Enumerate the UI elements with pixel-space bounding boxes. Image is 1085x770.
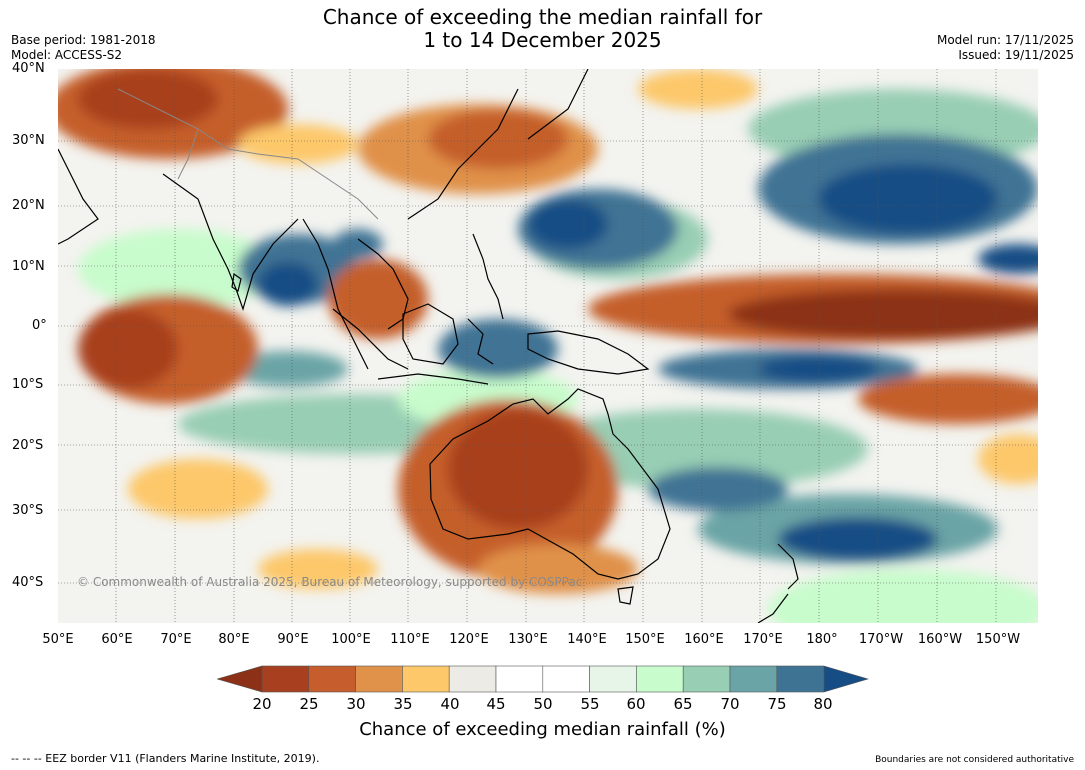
borneo-coast bbox=[402, 303, 459, 365]
lon-label-90e: 90°E bbox=[277, 632, 309, 647]
lon-label-150w: 150°W bbox=[975, 632, 1021, 647]
new-zealand-coast bbox=[757, 543, 799, 623]
lat-label-40n: 40°N bbox=[12, 61, 45, 76]
colorbar-over-arrow bbox=[823, 665, 869, 693]
rainfall-map-svg bbox=[58, 69, 1038, 623]
colorbar-tick-55: 55 bbox=[580, 695, 600, 713]
colorbar bbox=[217, 665, 869, 693]
lat-label-eq: 0° bbox=[32, 318, 47, 333]
lon-label-70e: 70°E bbox=[160, 632, 192, 647]
colorbar-bin-4 bbox=[448, 665, 497, 693]
country-borders bbox=[117, 88, 379, 220]
lon-label-160w: 160°W bbox=[917, 632, 963, 647]
sri-lanka-coast bbox=[231, 272, 242, 292]
colorbar-bin-1 bbox=[308, 665, 356, 693]
arabia-coast bbox=[58, 148, 99, 245]
colorbar-bin-0 bbox=[261, 665, 310, 693]
model-name: Model: ACCESS-S2 bbox=[11, 48, 123, 62]
base-period: Base period: 1981-2018 bbox=[11, 33, 156, 47]
lon-label-50e: 50°E bbox=[42, 632, 74, 647]
colorbar-tick-80: 80 bbox=[813, 695, 833, 713]
japan-coast bbox=[527, 69, 589, 140]
lat-label-40s: 40°S bbox=[12, 575, 44, 590]
lon-label-80e: 80°E bbox=[218, 632, 250, 647]
tasmania-coast bbox=[617, 586, 634, 605]
colorbar-bins bbox=[261, 665, 824, 693]
china-coast bbox=[407, 88, 519, 220]
colorbar-tick-20: 20 bbox=[252, 695, 272, 713]
colorbar-tick-40: 40 bbox=[440, 695, 460, 713]
lon-label-170e: 170°E bbox=[743, 632, 783, 647]
eez-border-note: -- -- -- EEZ border V11 (Flanders Marine… bbox=[11, 752, 320, 765]
colorbar-bin-7 bbox=[589, 665, 637, 693]
colorbar-bin-3 bbox=[402, 665, 450, 693]
lat-label-20s: 20°S bbox=[12, 438, 44, 453]
lat-label-30n: 30°N bbox=[12, 133, 45, 148]
sulawesi-coast bbox=[467, 318, 494, 365]
colorbar-tick-50: 50 bbox=[533, 695, 553, 713]
colorbar-tick-45: 45 bbox=[486, 695, 506, 713]
colorbar-tick-65: 65 bbox=[673, 695, 693, 713]
colorbar-tick-35: 35 bbox=[393, 695, 413, 713]
new-guinea-coast bbox=[527, 330, 650, 375]
coastlines bbox=[58, 69, 799, 623]
colorbar-bin-10 bbox=[729, 665, 778, 693]
lat-label-10n: 10°N bbox=[12, 259, 45, 274]
colorbar-tick-30: 30 bbox=[346, 695, 366, 713]
colorbar-bin-5 bbox=[495, 665, 544, 693]
colorbar-bin-6 bbox=[542, 665, 590, 693]
java-coast bbox=[377, 373, 489, 385]
sumatra-coast bbox=[332, 308, 409, 370]
model-run: Model run: 17/11/2025 bbox=[936, 33, 1074, 47]
colorbar-label: Chance of exceeding median rainfall (%) bbox=[359, 719, 726, 740]
philippines-coast bbox=[472, 233, 504, 320]
lon-label-180: 180° bbox=[806, 632, 838, 647]
lon-label-170w: 170°W bbox=[858, 632, 904, 647]
colorbar-bin-8 bbox=[636, 665, 684, 693]
rainfall-fields bbox=[58, 69, 1038, 623]
lat-label-30s: 30°S bbox=[12, 503, 44, 518]
lon-label-150e: 150°E bbox=[625, 632, 665, 647]
title-line-2: 1 to 14 December 2025 bbox=[423, 28, 662, 52]
lon-label-130e: 130°E bbox=[508, 632, 548, 647]
boundaries-note: Boundaries are not considered authoritat… bbox=[875, 755, 1074, 765]
copyright-notice: © Commonwealth of Australia 2025, Bureau… bbox=[77, 575, 583, 589]
lon-label-100e: 100°E bbox=[331, 632, 371, 647]
lon-label-120e: 120°E bbox=[449, 632, 489, 647]
lon-label-110e: 110°E bbox=[390, 632, 430, 647]
lat-label-10s: 10°S bbox=[12, 377, 44, 392]
colorbar-bin-11 bbox=[776, 665, 824, 693]
rainfall-map: © Commonwealth of Australia 2025, Bureau… bbox=[58, 69, 1038, 623]
lat-label-20n: 20°N bbox=[12, 198, 45, 213]
colorbar-bin-2 bbox=[355, 665, 403, 693]
colorbar-tick-70: 70 bbox=[720, 695, 740, 713]
colorbar-tick-60: 60 bbox=[626, 695, 646, 713]
lon-label-60e: 60°E bbox=[101, 632, 133, 647]
lon-label-140e: 140°E bbox=[567, 632, 607, 647]
colorbar-bin-9 bbox=[682, 665, 731, 693]
colorbar-under-arrow bbox=[217, 665, 263, 693]
colorbar-tick-25: 25 bbox=[299, 695, 319, 713]
title-line-1: Chance of exceeding the median rainfall … bbox=[322, 5, 763, 29]
graticule bbox=[58, 69, 1038, 623]
issued-date: Issued: 19/11/2025 bbox=[958, 48, 1074, 62]
se-asia-coast bbox=[302, 218, 409, 370]
colorbar-tick-75: 75 bbox=[767, 695, 787, 713]
australia-coast bbox=[429, 388, 671, 580]
lon-label-160e: 160°E bbox=[684, 632, 724, 647]
